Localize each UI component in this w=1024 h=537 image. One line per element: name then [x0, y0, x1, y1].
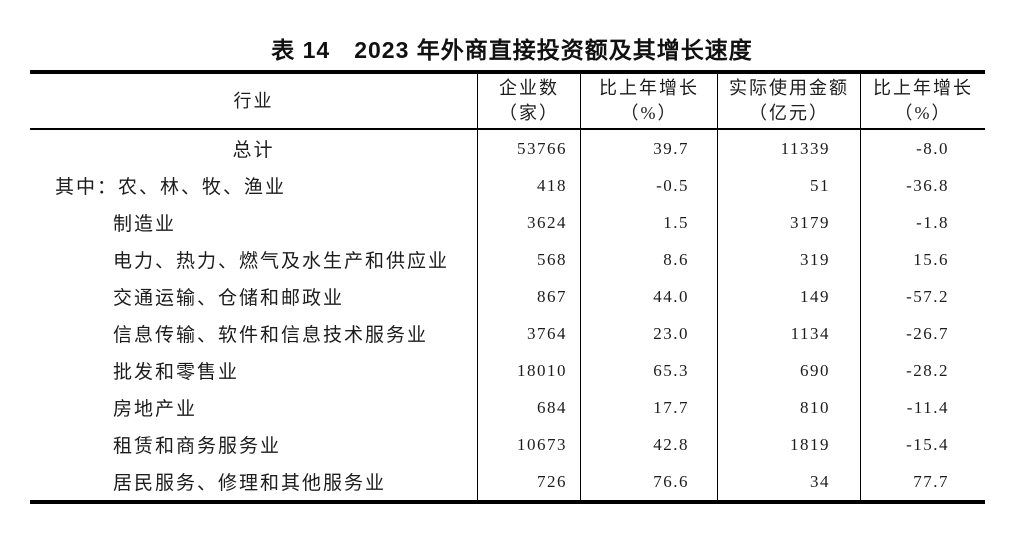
- industry-cell: 居民服务、修理和其他服务业: [113, 473, 387, 494]
- enterprises-cell: 18010: [477, 352, 580, 389]
- enterprises-cell: 3764: [477, 315, 580, 352]
- fdi-table: 行业 企业数 （家） 比上年增长 （%） 实际使用金额 （亿元） 比上年增长 （…: [30, 70, 985, 504]
- enterprises-cell: 53766: [477, 130, 580, 167]
- industry-cell: 电力、热力、燃气及水生产和供应业: [113, 251, 450, 272]
- header-amount: 实际使用金额 （亿元）: [717, 74, 860, 130]
- industry-cell: 总计: [232, 140, 275, 161]
- header-amount-growth-line1: 比上年增长: [873, 78, 973, 98]
- enterprise-growth-cell: 23.0: [580, 315, 717, 352]
- amount-cell: 1134: [717, 315, 860, 352]
- amount-growth-cell: -28.2: [860, 352, 985, 389]
- enterprises-cell: 3624: [477, 204, 580, 241]
- amount-growth-cell: -8.0: [860, 130, 985, 167]
- enterprise-growth-cell: 8.6: [580, 241, 717, 278]
- industry-cell: 批发和零售业: [113, 362, 240, 383]
- amount-growth-cell: 77.7: [860, 463, 985, 500]
- industry-cell: 房地产业: [113, 399, 198, 420]
- amount-growth-cell: -26.7: [860, 315, 985, 352]
- enterprise-growth-cell: -0.5: [580, 167, 717, 204]
- amount-cell: 690: [717, 352, 860, 389]
- header-industry: 行业: [30, 74, 477, 130]
- industry-cell: 信息传输、软件和信息技术服务业: [113, 325, 429, 346]
- amount-cell: 51: [717, 167, 860, 204]
- industry-cell: 其中：农、林、牧、渔业: [55, 177, 287, 198]
- amount-cell: 11339: [717, 130, 860, 167]
- header-enterprise-growth: 比上年增长 （%）: [580, 74, 717, 130]
- header-enterprise-growth-line2: （%）: [620, 103, 678, 123]
- industry-cell: 交通运输、仓储和邮政业: [113, 288, 345, 309]
- amount-growth-cell: 15.6: [860, 241, 985, 278]
- header-amount-growth: 比上年增长 （%）: [860, 74, 985, 130]
- enterprises-cell: 418: [477, 167, 580, 204]
- header-enterprise-growth-line1: 比上年增长: [599, 78, 699, 98]
- amount-growth-cell: -11.4: [860, 389, 985, 426]
- header-enterprises-line1: 企业数: [499, 78, 559, 98]
- enterprise-growth-cell: 44.0: [580, 278, 717, 315]
- amount-growth-cell: -57.2: [860, 278, 985, 315]
- header-enterprises: 企业数 （家）: [477, 74, 580, 130]
- amount-growth-cell: -1.8: [860, 204, 985, 241]
- enterprises-cell: 867: [477, 278, 580, 315]
- amount-cell: 149: [717, 278, 860, 315]
- industry-cell: 制造业: [113, 214, 177, 235]
- amount-cell: 810: [717, 389, 860, 426]
- amount-cell: 1819: [717, 426, 860, 463]
- amount-growth-cell: -15.4: [860, 426, 985, 463]
- enterprises-cell: 568: [477, 241, 580, 278]
- enterprise-growth-cell: 1.5: [580, 204, 717, 241]
- enterprises-cell: 10673: [477, 426, 580, 463]
- amount-cell: 3179: [717, 204, 860, 241]
- header-industry-label: 行业: [233, 90, 274, 111]
- enterprise-growth-cell: 39.7: [580, 130, 717, 167]
- amount-growth-cell: -36.8: [860, 167, 985, 204]
- header-enterprises-line2: （家）: [499, 103, 559, 123]
- enterprise-growth-cell: 76.6: [580, 463, 717, 500]
- enterprises-cell: 726: [477, 463, 580, 500]
- page-title: 表 14 2023 年外商直接投资额及其增长速度: [271, 37, 753, 63]
- industry-cell: 租赁和商务服务业: [113, 436, 282, 457]
- enterprise-growth-cell: 65.3: [580, 352, 717, 389]
- enterprises-cell: 684: [477, 389, 580, 426]
- header-amount-line2: （亿元）: [749, 103, 829, 123]
- enterprise-growth-cell: 17.7: [580, 389, 717, 426]
- enterprise-growth-cell: 42.8: [580, 426, 717, 463]
- header-amount-line1: 实际使用金额: [729, 78, 849, 98]
- amount-cell: 34: [717, 463, 860, 500]
- amount-cell: 319: [717, 241, 860, 278]
- header-amount-growth-line2: （%）: [894, 103, 952, 123]
